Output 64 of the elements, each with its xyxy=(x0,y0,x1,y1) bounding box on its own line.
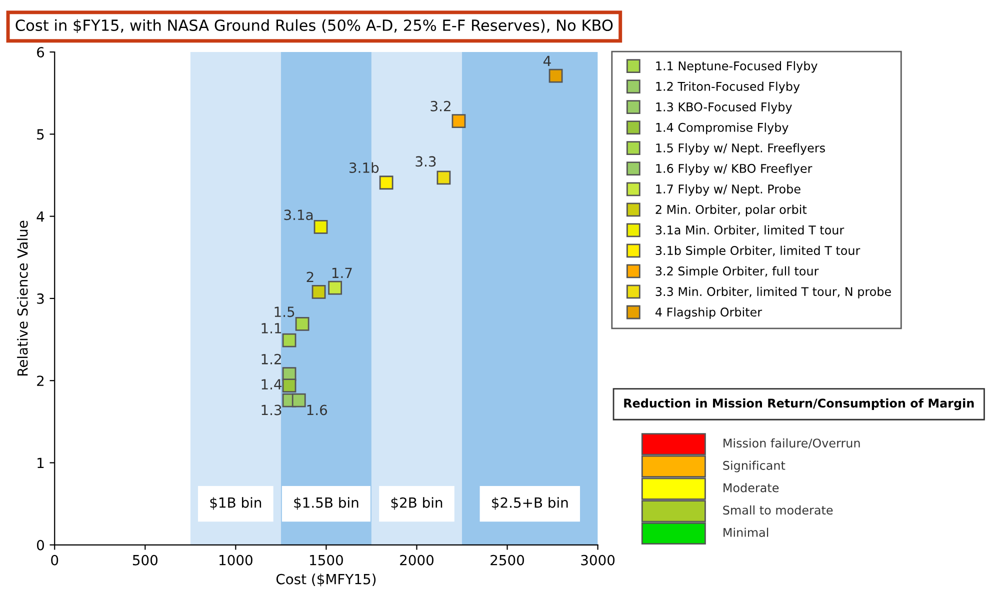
y-tick-label: 5 xyxy=(37,129,44,140)
annotation: 1.1 xyxy=(262,323,282,334)
point xyxy=(379,176,394,190)
legend-label: 1.7 Flyby w/ Nept. Probe xyxy=(656,184,800,196)
point xyxy=(328,280,342,295)
category-label: Mission failure/Overrun xyxy=(724,438,860,449)
legend-label: 3.2 Simple Orbiter, full tour xyxy=(656,266,819,278)
category-label: Moderate xyxy=(724,483,779,492)
band-label: $1B bin xyxy=(210,497,262,510)
point xyxy=(312,284,326,299)
legend-label: 1.1 Neptune-Focused Flyby xyxy=(656,61,818,73)
point xyxy=(452,114,466,128)
annotation: 4 xyxy=(543,56,551,66)
annotation: 1.4 xyxy=(262,379,282,390)
annotation: 3.1b xyxy=(350,162,379,173)
point xyxy=(282,378,296,392)
annotation: 1.7 xyxy=(332,268,352,278)
annotation: 2 xyxy=(306,272,314,282)
x-tick-label: 2000 xyxy=(400,554,434,566)
band-label: $1.5B bin xyxy=(294,497,358,510)
legend-label: 4 Flagship Orbiter xyxy=(655,307,762,319)
category-label: Minimal xyxy=(724,528,768,537)
x-tick-label: 0 xyxy=(51,554,58,566)
annotation: 1.5 xyxy=(274,306,294,318)
y-tick-label: 6 xyxy=(37,46,44,58)
x-tick-label: 1500 xyxy=(310,554,343,566)
legend-label: 2 Min. Orbiter, polar orbit xyxy=(656,204,807,216)
x-tick-label: 1000 xyxy=(220,554,252,566)
band-label: $2B bin xyxy=(391,497,442,510)
x-axis-title: Cost ($MFY15) xyxy=(276,574,376,586)
y-axis-title: Relative Science Value xyxy=(17,220,28,376)
point xyxy=(548,68,563,83)
legend-label: 1.5 Flyby w/ Nept. Freeflyers xyxy=(656,143,825,155)
y-tick-label: 1 xyxy=(38,458,44,468)
legend-label: 3.1a Min. Orbiter, limited T tour xyxy=(656,225,844,236)
legend-label: 1.6 Flyby w/ KBO Freeflyer xyxy=(656,164,812,176)
category-label: Significant xyxy=(723,460,786,472)
point xyxy=(282,333,296,348)
category-label: Small to moderate xyxy=(723,505,833,515)
point xyxy=(314,220,328,234)
x-tick-label: 3000 xyxy=(581,554,615,566)
annotation: 3.3 xyxy=(416,156,436,167)
y-tick-label: 0 xyxy=(36,540,44,550)
legend-label: 3.1b Simple Orbiter, limited T tour xyxy=(656,246,860,258)
point xyxy=(436,170,451,185)
annotation: 3.1a xyxy=(284,210,313,220)
y-tick-label: 4 xyxy=(36,211,44,222)
annotation: 1.6 xyxy=(307,404,328,416)
annotation: 1.2 xyxy=(262,354,281,364)
y-tick-label: 2 xyxy=(37,376,44,386)
legend-label: 3.3 Min. Orbiter, limited T tour, N probe xyxy=(656,286,891,298)
text: Reduction in Mission Return/Consumption of Margin xyxy=(624,398,974,410)
x-tick-label: 2500 xyxy=(490,554,524,566)
point xyxy=(295,316,310,331)
x-tick-label: 500 xyxy=(132,554,158,566)
point xyxy=(292,393,306,408)
band-label: $2.5+B bin xyxy=(492,497,568,510)
legend-label: 1.2 Triton-Focused Flyby xyxy=(656,82,800,94)
y-tick-label: 3 xyxy=(37,293,44,304)
legend-label: 1.3 KBO-Focused Flyby xyxy=(656,102,792,114)
chart-title: Cost in $FY15, with NASA Ground Rules (50% A-D, 25% E-F Reserves), No KBO xyxy=(16,19,613,34)
legend-label: 1.4 Compromise Flyby xyxy=(656,122,788,134)
annotation: 1.3 xyxy=(262,404,282,416)
annotation: 3.2 xyxy=(430,100,450,112)
